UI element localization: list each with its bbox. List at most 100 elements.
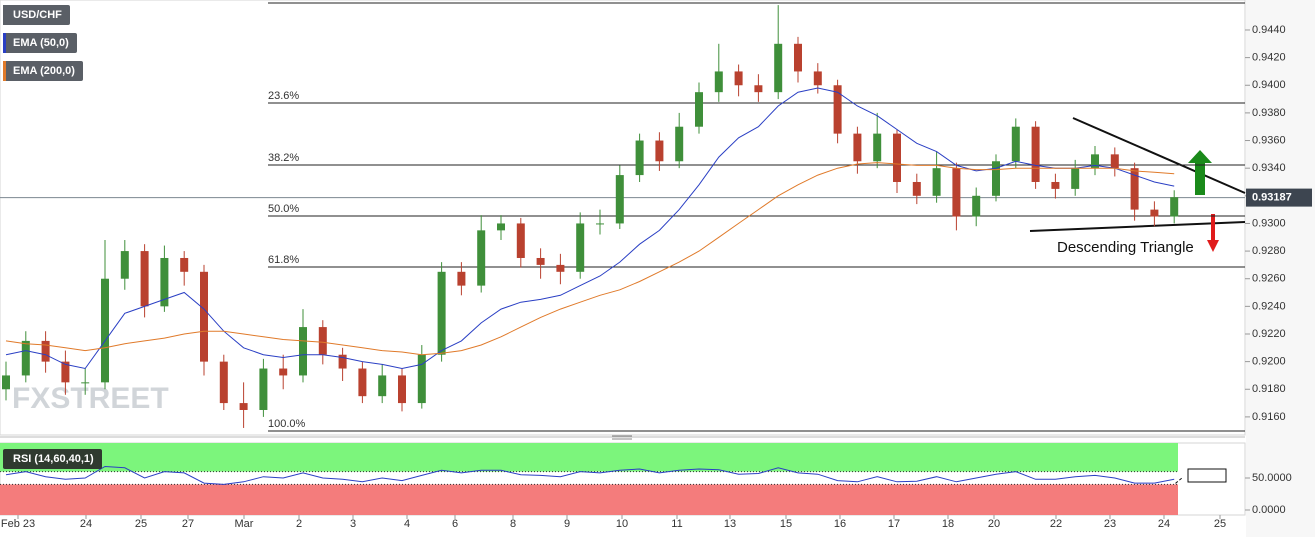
candle-body xyxy=(497,223,505,231)
candle-body xyxy=(200,271,208,362)
y-tick-label: 0.9420 xyxy=(1252,52,1286,64)
candle-body xyxy=(695,92,703,127)
y-tick-label: 0.9200 xyxy=(1252,356,1286,368)
watermark: FXSTREET xyxy=(12,382,169,415)
fib-label: 23.6% xyxy=(268,90,299,102)
candle-body xyxy=(21,340,30,376)
candle-body xyxy=(101,278,109,383)
axis-background xyxy=(1246,0,1315,537)
candle-body xyxy=(1110,154,1119,169)
candle-body xyxy=(556,264,565,272)
legend-item: EMA (50,0) xyxy=(3,33,77,53)
candle-body xyxy=(853,133,862,162)
candle-body xyxy=(338,354,347,369)
candle-body xyxy=(318,327,327,355)
x-tick-label: 13 xyxy=(724,518,736,530)
candle-body xyxy=(893,133,901,182)
candle-body xyxy=(655,140,664,162)
x-tick-label: 6 xyxy=(452,518,458,530)
x-tick-label: 25 xyxy=(135,518,147,530)
y-tick-label: 0.9340 xyxy=(1252,162,1286,174)
annotation: Descending Triangle xyxy=(1057,239,1194,256)
y-tick-label: 0.9380 xyxy=(1252,107,1286,119)
candle-body xyxy=(794,43,802,72)
y-tick-label: 0.9240 xyxy=(1252,300,1286,312)
line-series xyxy=(5,465,1175,485)
candle-body xyxy=(952,168,961,217)
y-tick-label: 0.9300 xyxy=(1252,217,1286,229)
y-tick-label: 0.9220 xyxy=(1252,328,1286,340)
candle-body xyxy=(596,223,604,225)
x-tick-label: 24 xyxy=(80,518,92,530)
line-series xyxy=(5,87,1175,370)
candle-body xyxy=(1011,126,1020,162)
candle-body xyxy=(873,133,882,162)
x-tick-label: 9 xyxy=(564,518,570,530)
triangle-upper-line xyxy=(1072,117,1246,194)
x-tick-label: Feb 23 xyxy=(1,518,35,530)
candle-body xyxy=(2,375,10,390)
candle-body xyxy=(714,71,723,93)
candle-body xyxy=(536,257,545,265)
legend-label: EMA (200,0) xyxy=(13,65,75,77)
legend-label: EMA (50,0) xyxy=(13,37,69,49)
y-tick-label: 0.9280 xyxy=(1252,245,1286,257)
oversold-zone xyxy=(0,484,1178,515)
candle-body xyxy=(299,327,307,376)
x-tick-label: 24 xyxy=(1158,518,1170,530)
y-tick-label: 0.9440 xyxy=(1252,24,1286,36)
y-tick-label: 0.9260 xyxy=(1252,273,1286,285)
legend-item: RSI (14,60,40,1) xyxy=(3,449,102,469)
candle-body xyxy=(1150,209,1159,217)
x-tick-label: 4 xyxy=(404,518,410,530)
line-series xyxy=(5,162,1175,356)
candle-body xyxy=(239,403,248,410)
x-tick-label: 23 xyxy=(1104,518,1116,530)
candle-body xyxy=(1051,181,1060,189)
indicator-box xyxy=(1187,468,1227,483)
candle-body xyxy=(833,85,842,134)
candle-body xyxy=(734,71,743,86)
y-tick-label: 0.0000 xyxy=(1252,504,1286,516)
overbought-zone xyxy=(0,443,1178,472)
candle-body xyxy=(754,85,763,93)
candle-body xyxy=(774,43,783,93)
fib-label: 100.0% xyxy=(268,418,306,430)
candle-body xyxy=(378,375,387,397)
candle-body xyxy=(160,257,169,307)
y-tick-label: 0.9160 xyxy=(1252,411,1286,423)
x-tick-label: Mar xyxy=(235,518,254,530)
x-tick-label: 16 xyxy=(834,518,846,530)
candle-body xyxy=(516,223,525,258)
x-tick-label: 20 xyxy=(988,518,1000,530)
candle-body xyxy=(813,71,822,86)
x-tick-label: 2 xyxy=(296,518,302,530)
candle-body xyxy=(635,140,644,176)
y-tick-label: 50.0000 xyxy=(1252,472,1292,484)
fib-label: 38.2% xyxy=(268,152,299,164)
down-arrow xyxy=(1207,214,1219,252)
candle-body xyxy=(417,354,426,404)
x-tick-label: 25 xyxy=(1214,518,1226,530)
candle-body xyxy=(120,251,129,279)
candle-body xyxy=(180,257,189,272)
candle-body xyxy=(219,361,228,404)
legend-item: EMA (200,0) xyxy=(3,61,83,81)
x-tick-label: 27 xyxy=(182,518,194,530)
candle-body xyxy=(61,361,70,383)
candle-body xyxy=(477,230,486,286)
last-price-box xyxy=(1246,188,1312,207)
x-tick-label: 17 xyxy=(888,518,900,530)
x-tick-label: 11 xyxy=(671,518,682,530)
candle-body xyxy=(398,375,406,404)
candle-body xyxy=(279,368,288,376)
candle-body xyxy=(259,368,268,410)
candle-body xyxy=(675,126,684,162)
candle-body xyxy=(932,168,941,196)
legend-label: RSI (14,60,40,1) xyxy=(13,453,94,465)
candle-body xyxy=(1071,168,1080,189)
y-tick-label: 0.9360 xyxy=(1252,134,1286,146)
candle-body xyxy=(41,340,50,362)
x-tick-label: 15 xyxy=(780,518,792,530)
